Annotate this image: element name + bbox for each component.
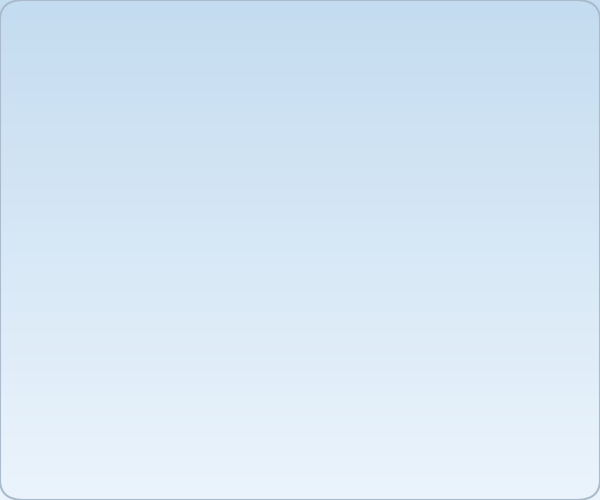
Bar	[109, 248, 138, 440]
Bar	[306, 200, 336, 440]
Bar	[544, 264, 573, 440]
Bar	[266, 280, 296, 440]
Bar	[504, 120, 533, 440]
Bar	[148, 232, 178, 440]
Title: Ratings By Month For Sonic Auto Transportation: Ratings By Month For Sonic Auto Transpor…	[146, 20, 496, 34]
Bar	[227, 280, 257, 440]
Bar	[188, 360, 217, 440]
Bar	[464, 280, 494, 440]
Bar	[69, 232, 98, 440]
Bar	[385, 200, 415, 440]
Bar	[425, 216, 454, 440]
Bar	[346, 216, 376, 440]
